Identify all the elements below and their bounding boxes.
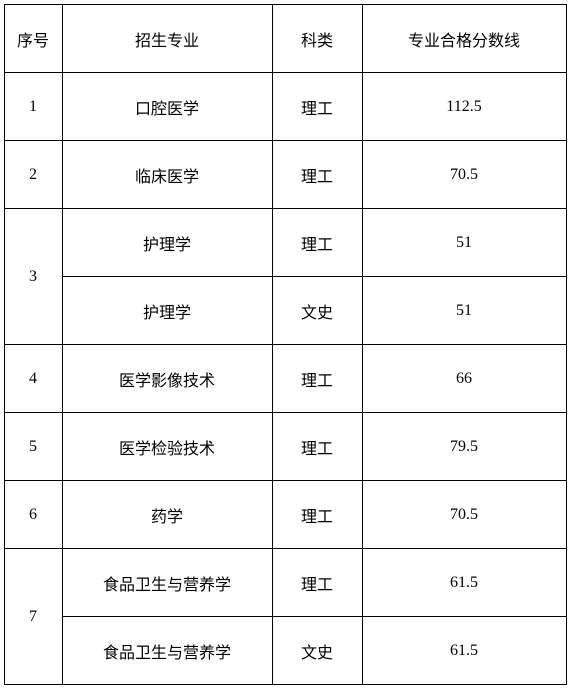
cell-index: 7 (4, 549, 62, 685)
cell-major: 药学 (62, 481, 272, 549)
cell-index: 4 (4, 345, 62, 413)
cell-score: 66 (362, 345, 566, 413)
cell-category: 理工 (272, 141, 362, 209)
cell-category: 理工 (272, 549, 362, 617)
table-body: 1口腔医学理工112.52临床医学理工70.53护理学理工51护理学文史514医… (4, 73, 566, 685)
cell-category: 理工 (272, 209, 362, 277)
cell-index: 6 (4, 481, 62, 549)
table-row: 4医学影像技术理工66 (4, 345, 566, 413)
cell-score: 112.5 (362, 73, 566, 141)
header-index: 序号 (4, 5, 62, 73)
cell-category: 理工 (272, 345, 362, 413)
cell-major: 护理学 (62, 277, 272, 345)
cell-score: 51 (362, 209, 566, 277)
table-row: 护理学文史51 (4, 277, 566, 345)
cell-category: 理工 (272, 73, 362, 141)
cell-score: 70.5 (362, 481, 566, 549)
cell-major: 医学影像技术 (62, 345, 272, 413)
cell-major: 医学检验技术 (62, 413, 272, 481)
score-table: 序号 招生专业 科类 专业合格分数线 1口腔医学理工112.52临床医学理工70… (4, 4, 567, 685)
cell-category: 理工 (272, 481, 362, 549)
header-score: 专业合格分数线 (362, 5, 566, 73)
cell-major: 护理学 (62, 209, 272, 277)
cell-category: 文史 (272, 277, 362, 345)
cell-score: 51 (362, 277, 566, 345)
table-row: 7食品卫生与营养学理工61.5 (4, 549, 566, 617)
header-category: 科类 (272, 5, 362, 73)
cell-index: 2 (4, 141, 62, 209)
table-header-row: 序号 招生专业 科类 专业合格分数线 (4, 5, 566, 73)
table-row: 食品卫生与营养学文史61.5 (4, 617, 566, 685)
table-row: 1口腔医学理工112.5 (4, 73, 566, 141)
cell-score: 61.5 (362, 549, 566, 617)
cell-index: 3 (4, 209, 62, 345)
cell-major: 食品卫生与营养学 (62, 549, 272, 617)
cell-score: 70.5 (362, 141, 566, 209)
cell-major: 临床医学 (62, 141, 272, 209)
cell-score: 61.5 (362, 617, 566, 685)
cell-index: 5 (4, 413, 62, 481)
cell-major: 口腔医学 (62, 73, 272, 141)
table-row: 2临床医学理工70.5 (4, 141, 566, 209)
table-row: 5医学检验技术理工79.5 (4, 413, 566, 481)
cell-index: 1 (4, 73, 62, 141)
table-row: 3护理学理工51 (4, 209, 566, 277)
cell-major: 食品卫生与营养学 (62, 617, 272, 685)
cell-category: 理工 (272, 413, 362, 481)
table-row: 6药学理工70.5 (4, 481, 566, 549)
cell-score: 79.5 (362, 413, 566, 481)
header-major: 招生专业 (62, 5, 272, 73)
cell-category: 文史 (272, 617, 362, 685)
